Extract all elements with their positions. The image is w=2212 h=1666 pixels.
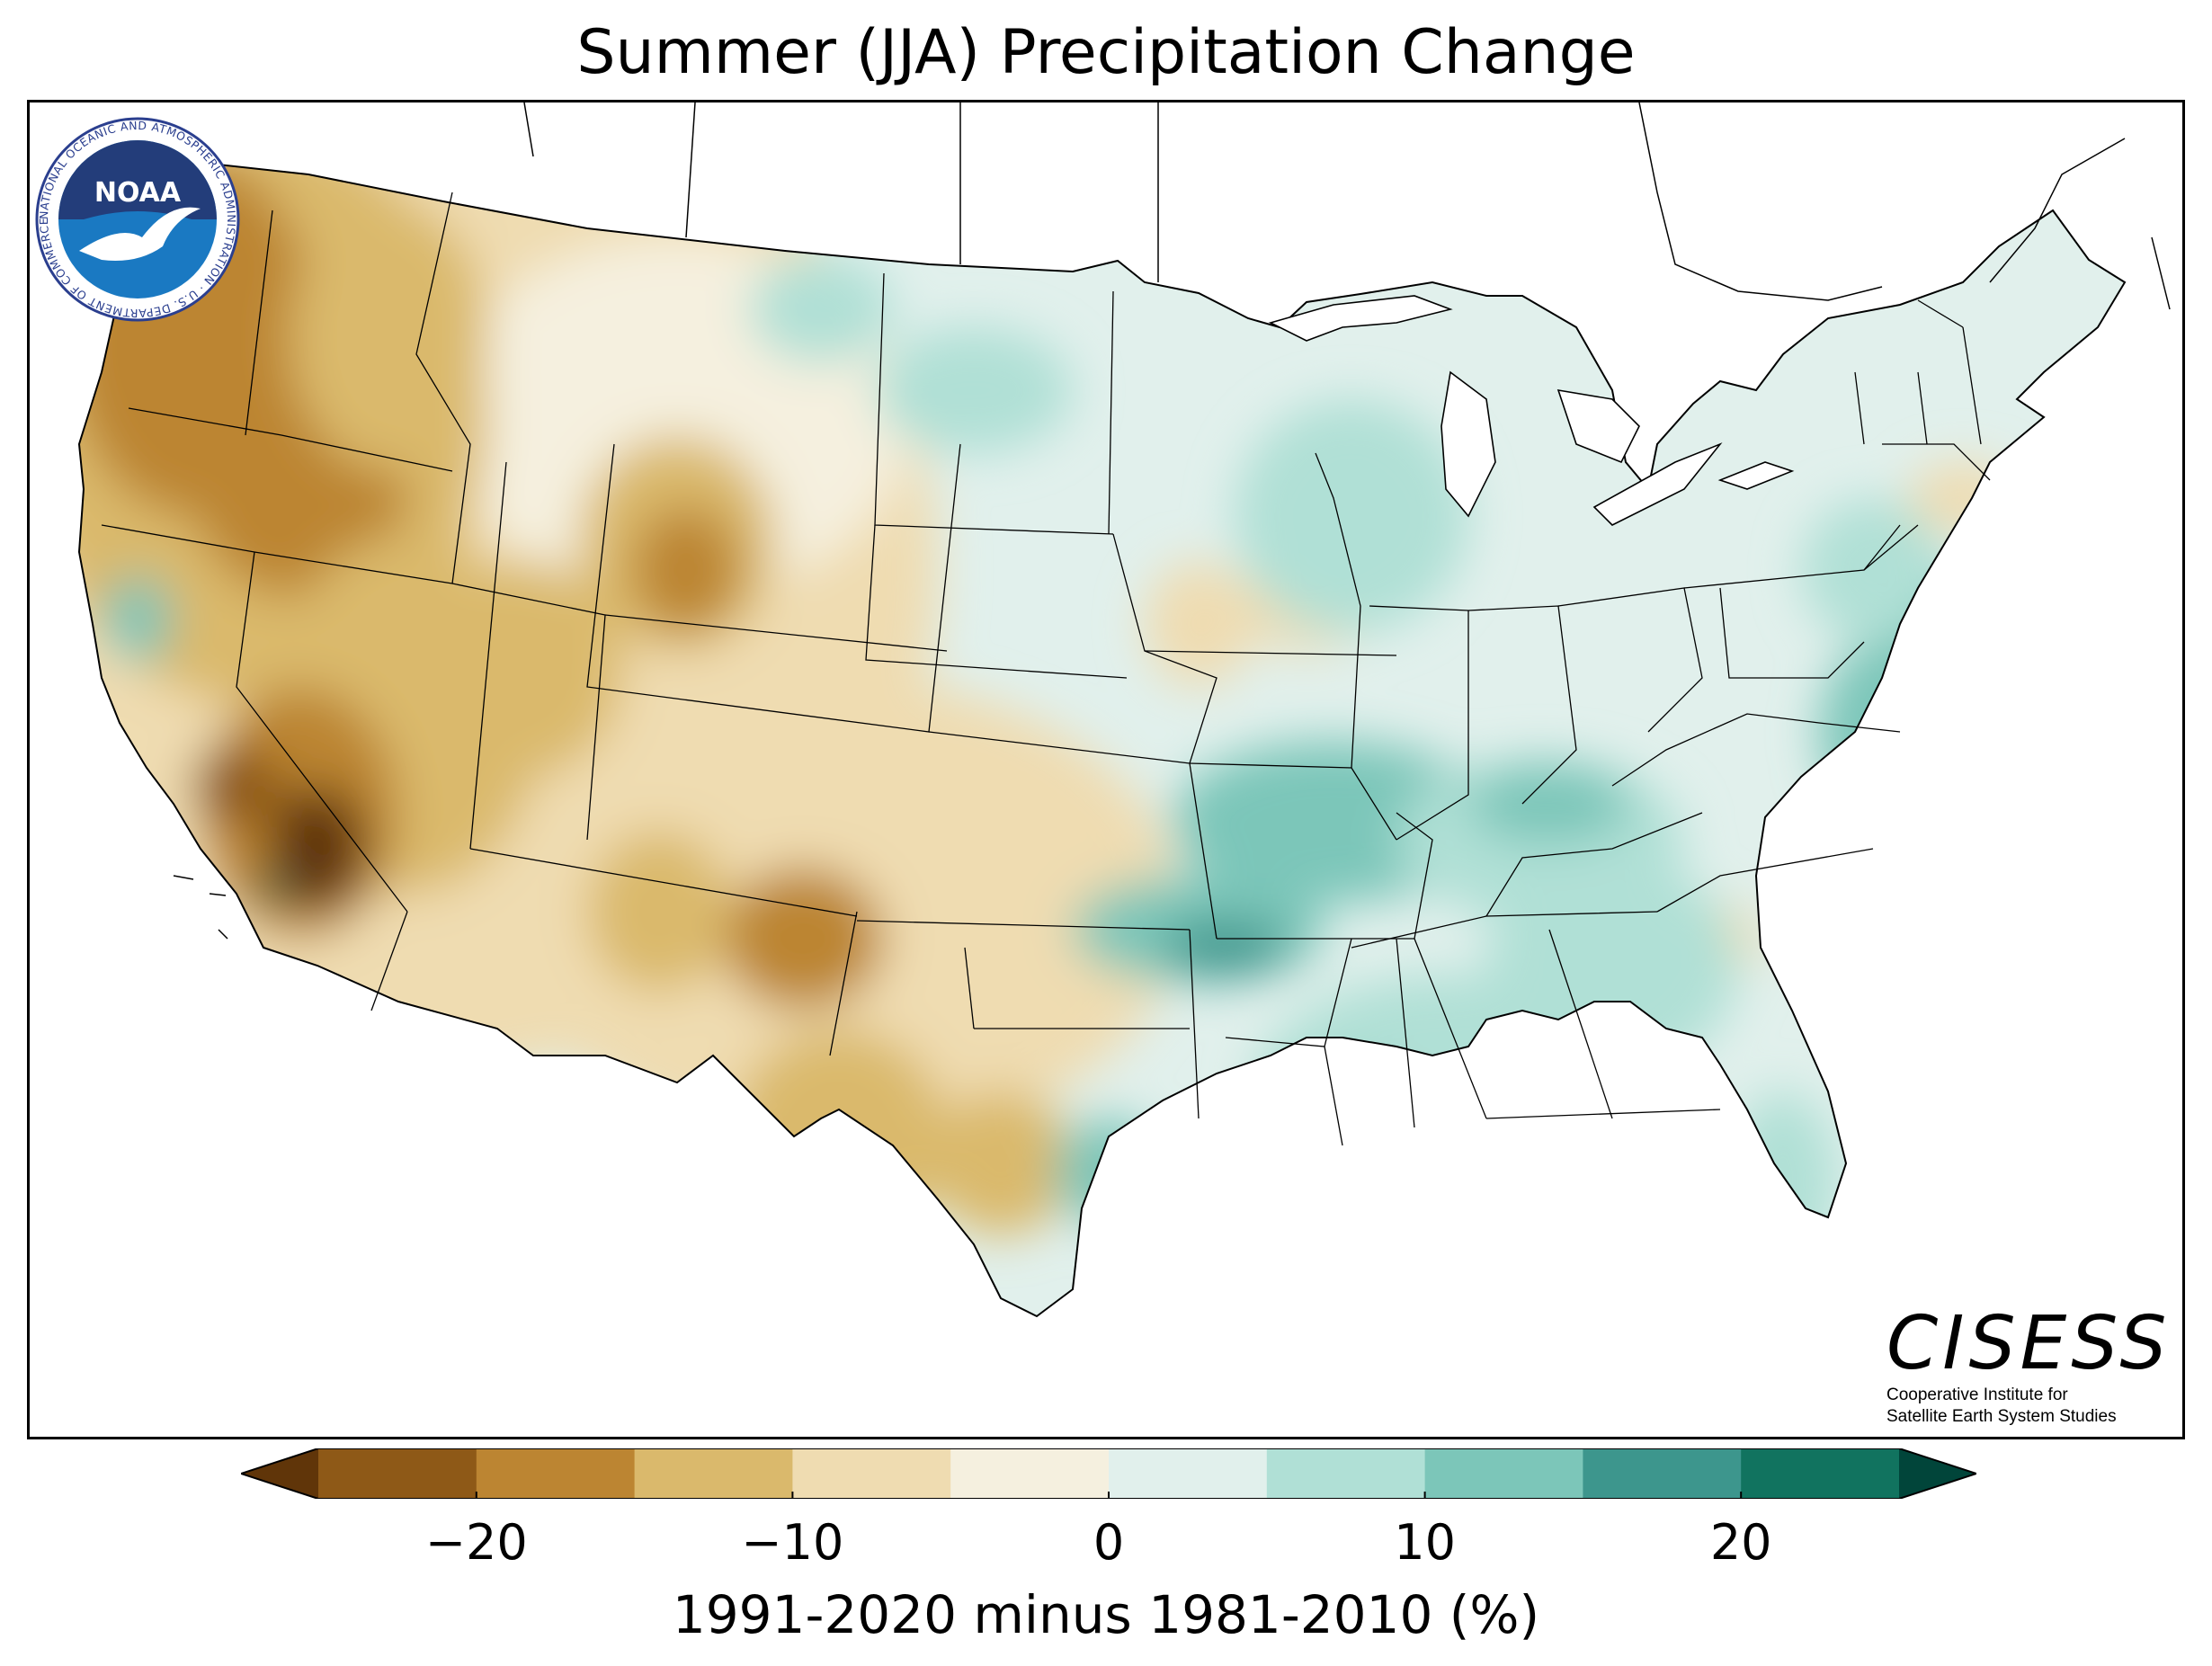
colorbar-tick-label: −10 <box>741 1514 844 1571</box>
colorbar-label: 1991-2020 minus 1981-2010 (%) <box>672 1584 1540 1645</box>
cisess-subtitle-1: Cooperative Institute for <box>1886 1385 2068 1404</box>
conus-border <box>77 155 2127 1318</box>
great-lakes <box>1268 295 1795 526</box>
map-title: Summer (JJA) Precipitation Change <box>576 17 1636 88</box>
colorbar-bin <box>792 1448 951 1499</box>
colorbar-extend-high <box>1899 1448 1976 1499</box>
cisess-logo: CISESS Cooperative Institute for Satelli… <box>1886 1301 2172 1428</box>
colorbar <box>241 1448 1976 1499</box>
colorbar-bin <box>1266 1448 1426 1499</box>
colorbar-bin <box>318 1448 477 1499</box>
colorbar-bin <box>1741 1448 1900 1499</box>
colorbar-tick-label: 10 <box>1394 1514 1456 1571</box>
channel-islands <box>173 875 228 940</box>
colorbar-bin <box>1424 1448 1583 1499</box>
colorbar-bin <box>950 1448 1110 1499</box>
colorbar-tick-label: 20 <box>1709 1514 1772 1571</box>
colorbar-bin <box>1583 1448 1742 1499</box>
colorbar-extend-low <box>241 1448 318 1499</box>
colorbar-bin <box>1109 1448 1268 1499</box>
precipitation-map <box>77 102 2171 1318</box>
colorbar-bin <box>634 1448 793 1499</box>
cisess-name: CISESS <box>1886 1301 2172 1386</box>
colorbar-tick-label: 0 <box>1093 1514 1125 1571</box>
map-panel: NATIONAL OCEANIC AND ATMOSPHERIC ADMINIS… <box>27 100 2185 1439</box>
colorbar-bin <box>476 1448 636 1499</box>
cisess-subtitle-2: Satellite Earth System Studies <box>1886 1407 2117 1426</box>
noaa-center-text: NOAA <box>94 177 182 209</box>
noaa-logo: NATIONAL OCEANIC AND ATMOSPHERIC ADMINIS… <box>30 102 240 322</box>
state-boundaries <box>101 192 1991 1146</box>
canada-boundaries <box>523 102 2171 310</box>
colorbar-tick-label: −20 <box>424 1514 528 1571</box>
